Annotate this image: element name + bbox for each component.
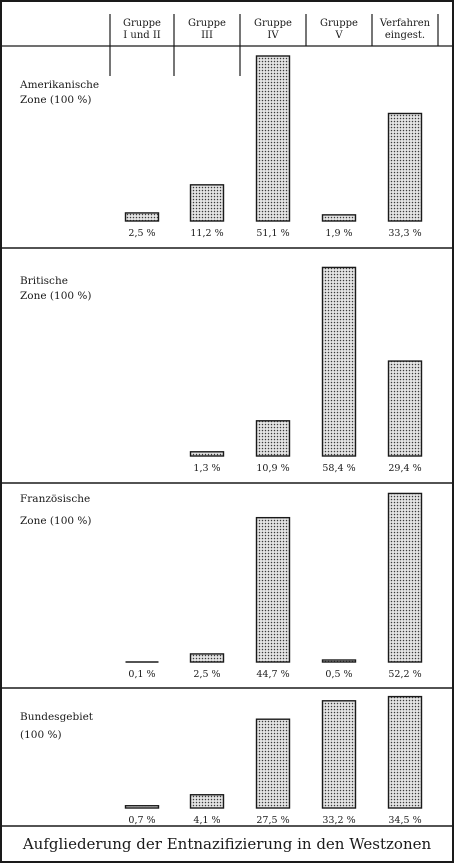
column-header-line1: Gruppe <box>123 18 161 29</box>
column-header-line1: Verfahren <box>379 18 431 29</box>
panel-label-line1: Amerikanische <box>19 79 99 91</box>
bar <box>321 214 357 222</box>
panel-label-line1: Französische <box>20 493 90 505</box>
bar <box>387 492 423 663</box>
panel-label-line2: Zone (100 %) <box>20 515 91 527</box>
bar-value-label: 10,9 % <box>256 463 289 474</box>
bar-value-label: 2,5 % <box>193 669 220 680</box>
bar-value-label: 52,2 % <box>388 669 421 680</box>
bar <box>387 360 423 457</box>
bar <box>124 805 160 809</box>
column-header-line2: III <box>201 30 213 41</box>
panel-label-line2: Zone (100 %) <box>20 290 91 302</box>
bar-value-label: 1,9 % <box>325 228 352 239</box>
bar-value-label: 33,3 % <box>388 228 421 239</box>
bar-value-label: 33,2 % <box>322 815 355 826</box>
bar <box>255 420 291 457</box>
panel-label-line2: (100 %) <box>20 729 62 741</box>
bar-value-label: 27,5 % <box>256 815 289 826</box>
bar-value-label: 0,1 % <box>128 669 155 680</box>
bar-value-label: 1,3 % <box>193 463 220 474</box>
bar-value-label: 29,4 % <box>388 463 421 474</box>
bar <box>387 112 423 222</box>
column-header-line1: Gruppe <box>320 18 358 29</box>
bar-value-label: 0,5 % <box>325 669 352 680</box>
bar <box>189 184 225 222</box>
bar <box>255 55 291 222</box>
column-header-line2: I und II <box>123 30 161 41</box>
bar <box>255 718 291 809</box>
panel-label-line1: Britische <box>20 275 68 287</box>
bar <box>255 516 291 663</box>
bar-value-label: 0,7 % <box>128 815 155 826</box>
bar-value-label: 58,4 % <box>322 463 355 474</box>
panel-label-line2: Zone (100 %) <box>20 94 91 106</box>
bar-value-label: 2,5 % <box>128 228 155 239</box>
bar-value-label: 11,2 % <box>190 228 223 239</box>
bar <box>321 266 357 457</box>
column-header-line1: Gruppe <box>188 18 226 29</box>
column-header-line2: eingest. <box>385 30 425 41</box>
bar-value-label: 44,7 % <box>256 669 289 680</box>
chart-title: Aufgliederung der Entnazifizierung in de… <box>22 835 432 853</box>
bar <box>124 212 160 222</box>
column-header-line2: V <box>334 30 343 41</box>
column-header-line2: IV <box>267 30 279 41</box>
bar-value-label: 34,5 % <box>388 815 421 826</box>
bar <box>321 659 357 663</box>
bar-value-label: 4,1 % <box>193 815 220 826</box>
bar-value-label: 51,1 % <box>256 228 289 239</box>
panel-label-line1: Bundesgebiet <box>20 711 94 723</box>
column-header-line1: Gruppe <box>254 18 292 29</box>
bar <box>189 451 225 457</box>
bar <box>321 700 357 809</box>
bar <box>189 653 225 663</box>
bar <box>387 695 423 809</box>
bar <box>189 794 225 809</box>
